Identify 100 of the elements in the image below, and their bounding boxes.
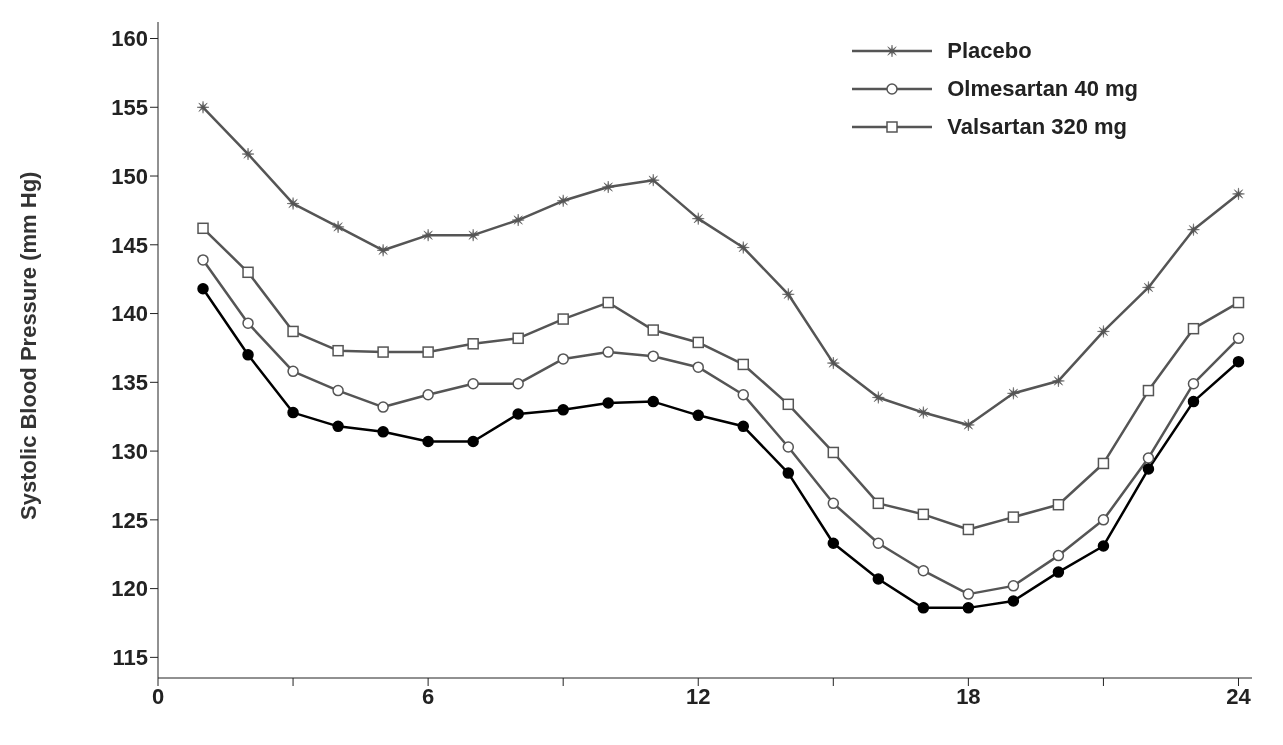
- point: [647, 324, 659, 336]
- point: [737, 358, 750, 371]
- point: [782, 398, 795, 411]
- point: [287, 365, 299, 378]
- point: [962, 588, 975, 600]
- point: [241, 147, 255, 161]
- y-tick-label: 135: [111, 370, 148, 396]
- point: [602, 346, 614, 358]
- point: [467, 377, 479, 390]
- point: [377, 346, 389, 358]
- y-tick-label: 130: [111, 438, 148, 464]
- point: [1232, 355, 1245, 368]
- point: [1187, 322, 1200, 335]
- point: [872, 537, 885, 549]
- point: [196, 101, 210, 114]
- point: [557, 404, 569, 416]
- legend-label: Valsartan 320 mg: [947, 114, 1128, 140]
- point: [917, 508, 930, 521]
- point: [377, 401, 389, 413]
- x-tick-label: 0: [151, 683, 165, 709]
- point: [512, 377, 524, 390]
- point: [1097, 457, 1110, 470]
- legend-label: Olmesartan 40 mg: [947, 76, 1138, 102]
- point: [197, 254, 209, 266]
- point: [1097, 325, 1110, 338]
- point: [512, 408, 524, 420]
- point: [917, 564, 930, 577]
- point: [872, 497, 885, 510]
- point: [1232, 332, 1245, 345]
- legend-label: Placebo: [947, 38, 1032, 64]
- point: [512, 332, 524, 345]
- point: [331, 220, 345, 234]
- y-tick-label: 120: [111, 576, 148, 602]
- y-tick-label: 125: [111, 507, 148, 533]
- point: [1007, 595, 1020, 607]
- x-tick-label: 18: [956, 683, 981, 709]
- point: [1187, 377, 1200, 390]
- point: [1052, 374, 1065, 388]
- point: [782, 441, 795, 453]
- point: [872, 573, 885, 585]
- y-tick-label: 160: [111, 26, 148, 52]
- point: [377, 426, 389, 438]
- y-tick-label: 140: [111, 301, 148, 327]
- point: [917, 602, 930, 614]
- point: [422, 346, 434, 358]
- point: [1007, 511, 1020, 523]
- point: [332, 384, 344, 397]
- point: [466, 228, 480, 242]
- point: [287, 325, 299, 338]
- point: [1007, 387, 1020, 400]
- point: [1142, 452, 1155, 464]
- point: [287, 406, 299, 419]
- point: [827, 497, 840, 510]
- y-tick-label: 150: [111, 163, 148, 189]
- point: [646, 173, 660, 187]
- y-tick-label: 115: [112, 645, 148, 671]
- point: [332, 420, 344, 433]
- y-axis-title: Systolic Blood Pressure (mm Hg): [15, 171, 41, 520]
- point: [602, 296, 614, 309]
- point: [557, 313, 569, 325]
- point: [1187, 223, 1200, 236]
- point: [511, 213, 525, 227]
- point: [1097, 514, 1110, 526]
- point: [242, 266, 254, 279]
- point: [1142, 384, 1155, 397]
- point: [1097, 540, 1110, 552]
- point: [556, 194, 570, 208]
- point: [827, 356, 840, 370]
- point: [692, 361, 704, 373]
- y-tick-label: 145: [111, 232, 148, 258]
- point: [332, 344, 344, 357]
- point: [782, 288, 795, 301]
- point: [286, 197, 300, 210]
- point: [242, 349, 254, 361]
- point: [827, 537, 840, 549]
- point: [827, 446, 840, 459]
- point: [601, 180, 615, 194]
- point: [422, 388, 434, 401]
- point: [962, 418, 975, 432]
- point: [782, 467, 795, 479]
- point: [467, 338, 479, 350]
- point: [692, 336, 704, 349]
- point: [1007, 580, 1020, 592]
- point: [1232, 296, 1245, 309]
- point: [692, 409, 704, 422]
- point: [737, 388, 750, 401]
- x-tick-label: 24: [1226, 683, 1252, 709]
- point: [872, 391, 885, 404]
- point: [557, 353, 569, 365]
- point: [1142, 281, 1155, 294]
- point: [647, 395, 659, 408]
- point: [197, 222, 209, 235]
- x-tick-label: 12: [686, 683, 711, 709]
- point: [737, 420, 750, 433]
- point: [1052, 566, 1065, 578]
- point: [962, 523, 975, 536]
- x-tick-label: 6: [422, 683, 435, 709]
- point: [962, 602, 975, 614]
- point: [1052, 498, 1065, 511]
- point: [1232, 187, 1245, 201]
